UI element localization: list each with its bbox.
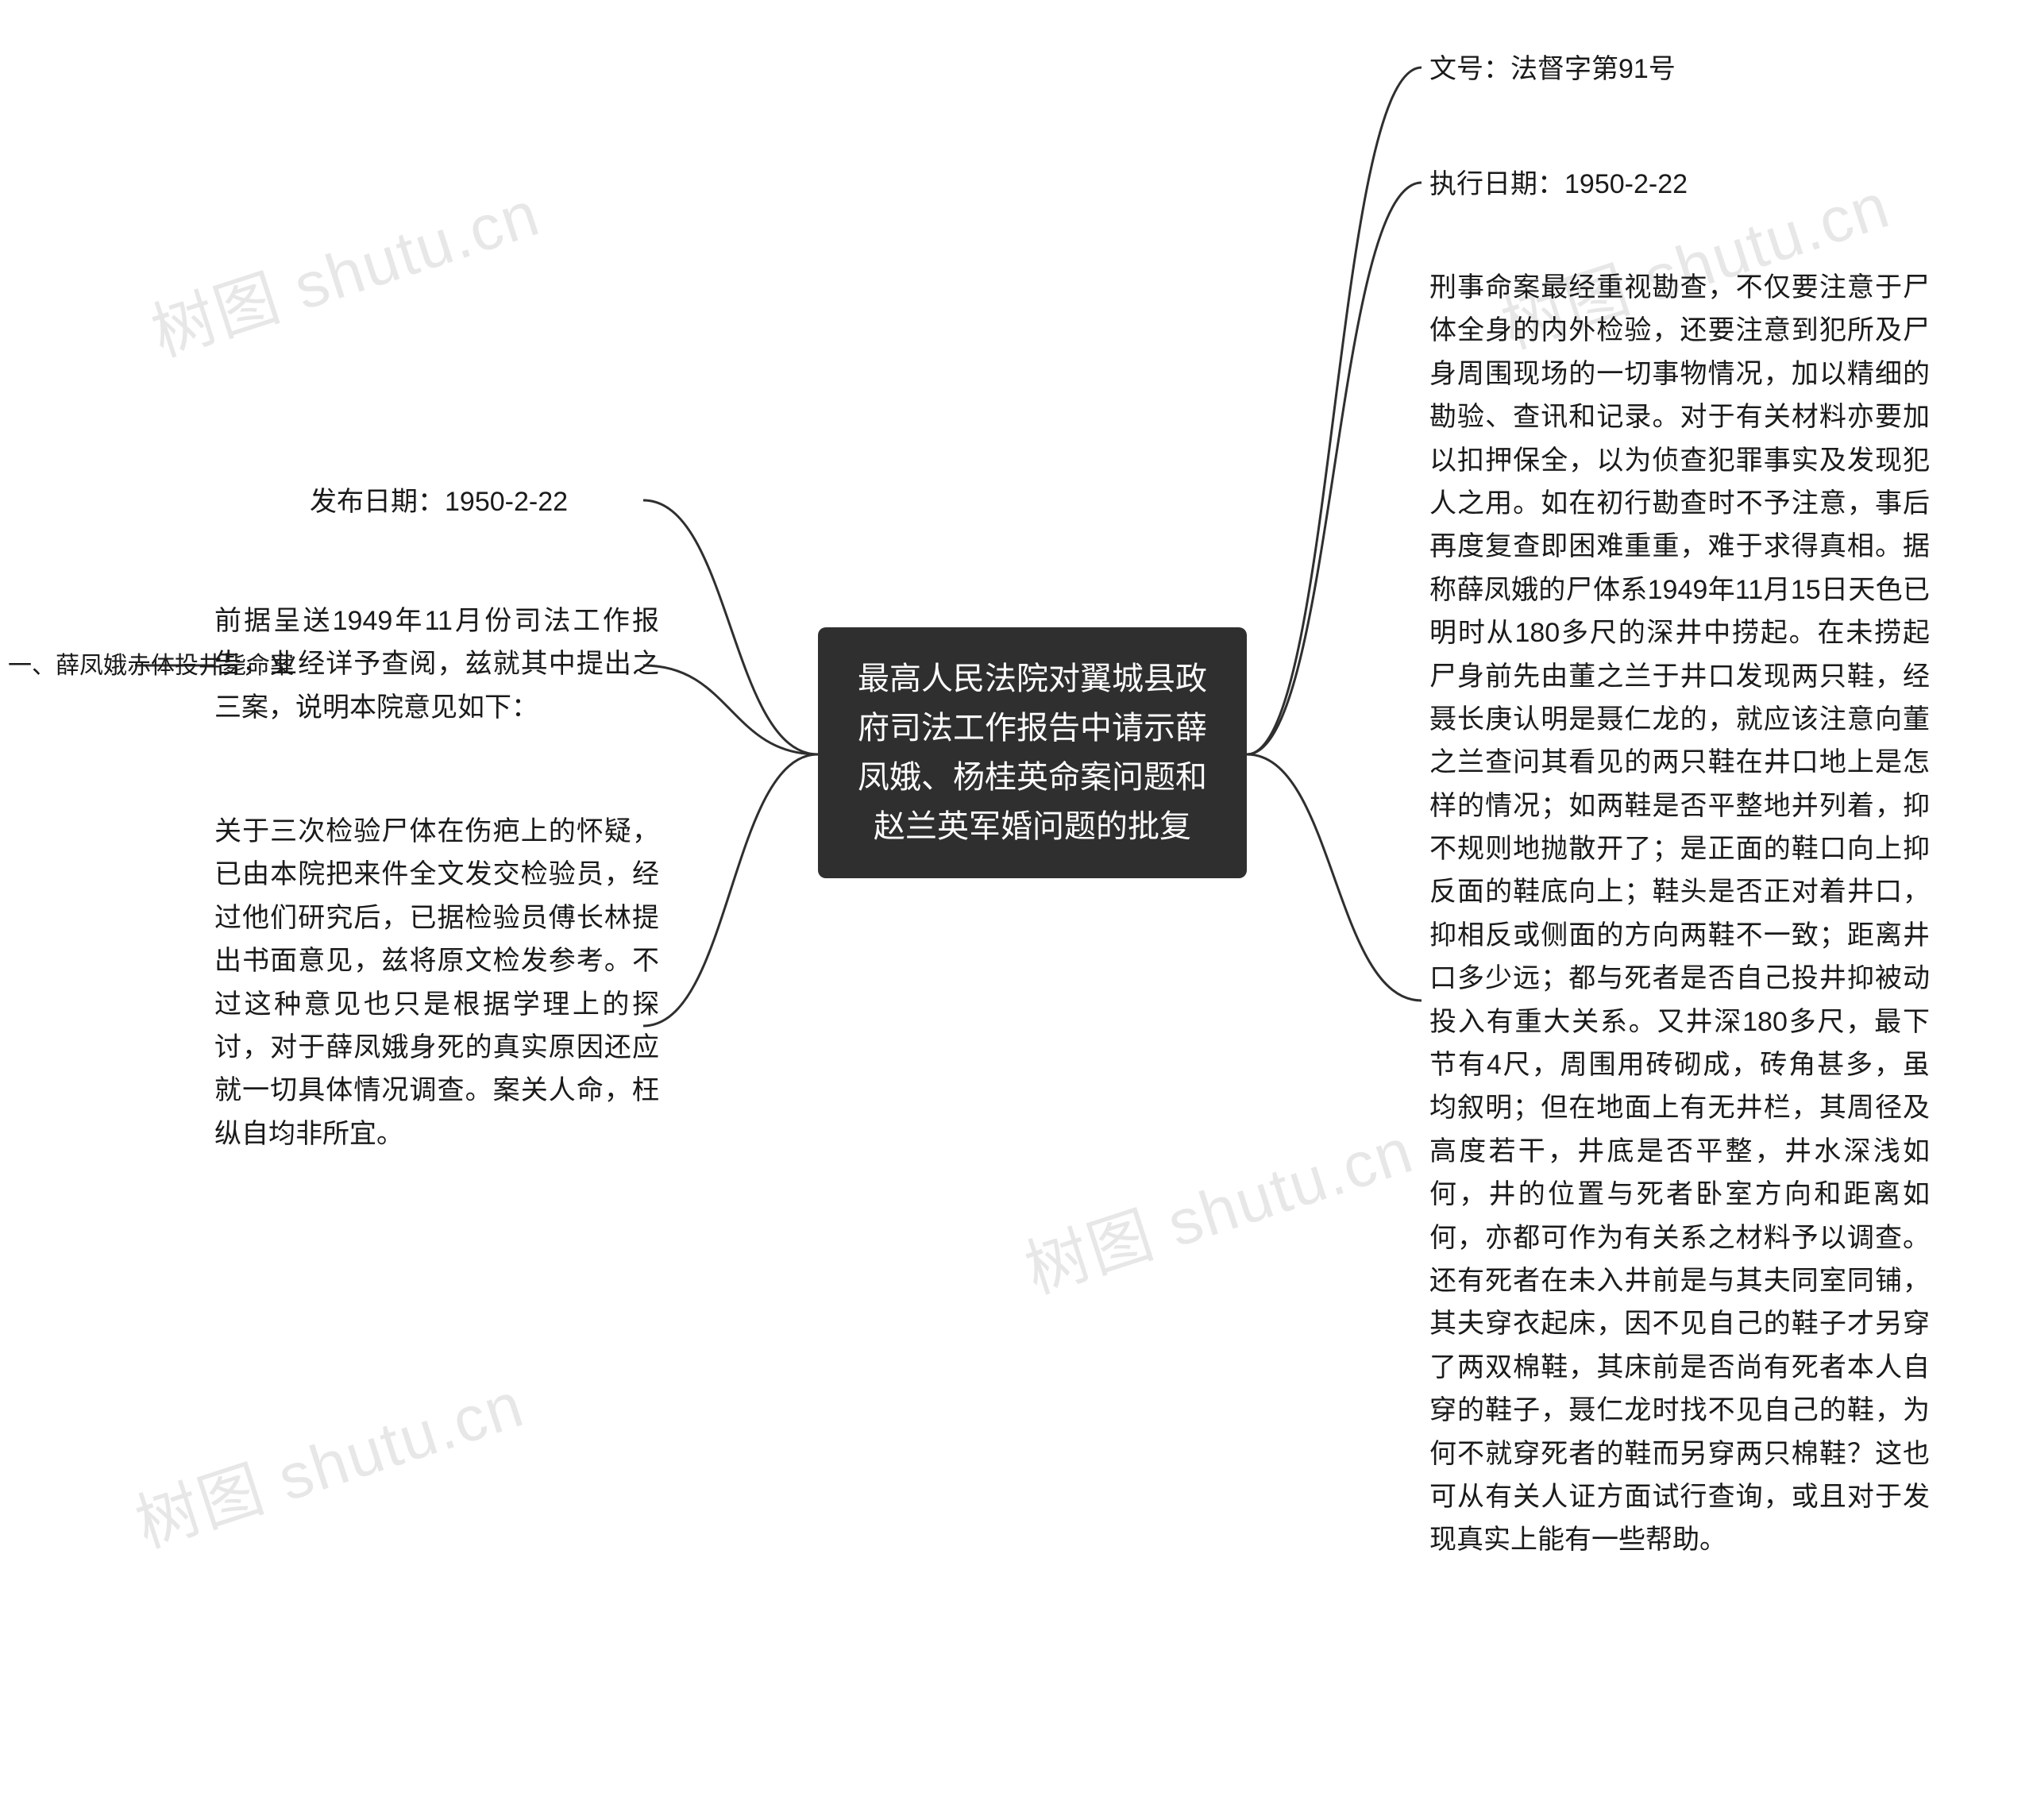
exec-date: 执行日期：1950-2-22 xyxy=(1429,163,1688,206)
watermark: 树图 shutu.cn xyxy=(138,163,550,375)
watermark: 树图 shutu.cn xyxy=(122,1354,534,1566)
publish-date: 发布日期：1950-2-22 xyxy=(310,480,568,523)
doc-number: 文号：法督字第91号 xyxy=(1429,48,1676,91)
left-detail: 关于三次检验尸体在伤疤上的怀疑，已由本院把来件全文发交检验员，经过他们研究后，已… xyxy=(214,810,659,1155)
watermark: 树图 shutu.cn xyxy=(1012,1100,1423,1312)
right-body: 刑事命案最经重视勘查，不仅要注意于尸体全身的内外检验，还要注意到犯所及尸身周围现… xyxy=(1429,266,1930,1562)
center-title: 最高人民法院对翼城县政府司法工作报告中请示薛凤娥、杨桂英命案问题和赵兰英军婚问题… xyxy=(818,627,1247,878)
case-label: 一、薛凤娥赤体投井毙命案 xyxy=(8,647,318,685)
